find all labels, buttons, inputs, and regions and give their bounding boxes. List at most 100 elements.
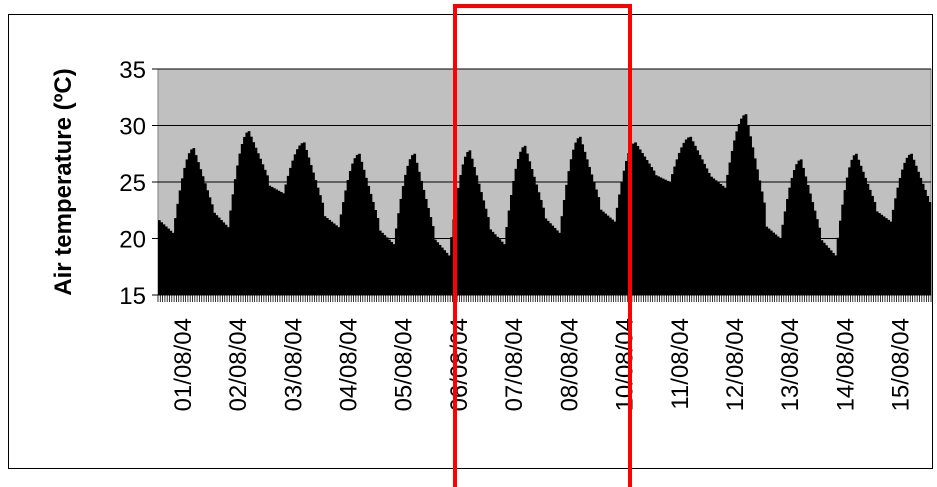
highlight-box bbox=[453, 4, 632, 487]
bar bbox=[696, 150, 700, 295]
bar bbox=[615, 207, 619, 295]
bar bbox=[907, 154, 911, 295]
bar bbox=[880, 214, 884, 295]
bar bbox=[362, 169, 366, 295]
bar bbox=[169, 230, 173, 295]
bar bbox=[503, 244, 506, 295]
bar bbox=[404, 174, 407, 295]
bar bbox=[339, 214, 343, 295]
bar bbox=[634, 142, 637, 295]
bar bbox=[371, 201, 375, 295]
bar bbox=[572, 149, 575, 295]
bar bbox=[397, 213, 400, 295]
bar bbox=[740, 118, 743, 295]
bar bbox=[714, 180, 718, 295]
bar bbox=[788, 187, 792, 295]
bar bbox=[459, 174, 463, 295]
bar bbox=[450, 237, 453, 295]
bar bbox=[215, 215, 219, 295]
bar bbox=[588, 166, 591, 295]
bar bbox=[700, 159, 704, 295]
bar bbox=[894, 198, 897, 295]
bar bbox=[924, 189, 927, 295]
bar bbox=[763, 202, 766, 295]
bar bbox=[799, 159, 803, 295]
bar bbox=[901, 169, 904, 295]
bar bbox=[323, 216, 327, 295]
bar bbox=[335, 225, 338, 295]
bar bbox=[385, 237, 389, 295]
bar bbox=[912, 159, 916, 295]
bar bbox=[567, 171, 571, 295]
bar bbox=[535, 184, 538, 295]
bar bbox=[652, 170, 656, 295]
bar bbox=[884, 218, 888, 295]
bar bbox=[631, 143, 635, 295]
bar bbox=[769, 230, 773, 295]
bar bbox=[208, 197, 212, 295]
bar bbox=[606, 215, 610, 295]
bar bbox=[556, 230, 559, 295]
bar bbox=[551, 225, 555, 295]
bar bbox=[528, 161, 532, 295]
bar bbox=[480, 192, 483, 295]
bar bbox=[187, 153, 191, 295]
bar bbox=[378, 230, 382, 295]
bar bbox=[687, 137, 690, 295]
bar bbox=[434, 239, 437, 295]
bar bbox=[671, 174, 674, 295]
bar bbox=[240, 144, 244, 295]
bar bbox=[896, 187, 900, 295]
bar bbox=[259, 158, 262, 295]
bar bbox=[224, 224, 228, 295]
bar bbox=[809, 193, 812, 295]
bar bbox=[864, 177, 867, 295]
bar bbox=[477, 183, 481, 295]
x-tick-label: 05/08/04 bbox=[391, 318, 418, 411]
bar bbox=[648, 163, 651, 295]
bar bbox=[744, 114, 748, 295]
bar bbox=[468, 150, 472, 295]
bar bbox=[440, 247, 444, 295]
bar bbox=[358, 153, 361, 295]
x-tick-label: 12/08/04 bbox=[722, 318, 749, 411]
bar bbox=[871, 195, 874, 295]
bar bbox=[217, 217, 221, 295]
bar bbox=[238, 153, 242, 295]
bar bbox=[164, 226, 168, 295]
bar bbox=[638, 149, 642, 295]
bar bbox=[332, 223, 336, 295]
bar bbox=[436, 242, 440, 295]
bar bbox=[498, 239, 502, 295]
bar bbox=[910, 153, 913, 295]
x-tick-label: 13/08/04 bbox=[777, 318, 804, 411]
bar bbox=[565, 184, 568, 295]
bar bbox=[613, 221, 617, 295]
bar bbox=[185, 159, 189, 295]
bar bbox=[742, 115, 746, 295]
bar bbox=[167, 228, 170, 295]
bar bbox=[344, 190, 348, 295]
bar bbox=[875, 211, 879, 295]
bar bbox=[282, 193, 285, 295]
bar bbox=[383, 235, 387, 295]
bar bbox=[293, 154, 297, 295]
bar bbox=[351, 163, 354, 295]
bar bbox=[797, 160, 801, 295]
bar bbox=[243, 136, 246, 295]
x-tick-label: 11/08/04 bbox=[667, 318, 694, 410]
bar bbox=[342, 202, 345, 295]
bar bbox=[489, 229, 492, 295]
bar bbox=[878, 213, 881, 295]
bar bbox=[307, 157, 311, 295]
bar bbox=[553, 228, 557, 295]
bar bbox=[162, 224, 166, 296]
bar bbox=[703, 163, 706, 295]
bar bbox=[903, 162, 907, 295]
bar bbox=[447, 255, 451, 295]
bar bbox=[735, 131, 739, 295]
bar bbox=[841, 204, 844, 295]
bar bbox=[521, 147, 525, 295]
y-tick-labels: 15 20 25 30 35 bbox=[119, 57, 146, 310]
bar bbox=[682, 142, 686, 295]
